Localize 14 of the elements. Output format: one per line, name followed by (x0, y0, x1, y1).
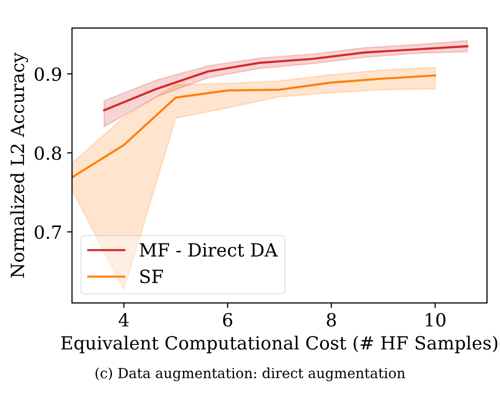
legend-label: MF - Direct DA (140, 243, 278, 257)
x-tick-label: 4 (118, 313, 129, 326)
line-series (72, 74, 436, 178)
legend-label: SF (140, 270, 163, 284)
y-tick-label: 0.8 (34, 146, 62, 160)
x-tick-label: 6 (223, 313, 232, 327)
y-tick-label: 0.9 (34, 67, 62, 81)
text: (c) Data augmentation: direct augmentation (96, 368, 406, 382)
x-tick-label: 10 (426, 313, 446, 327)
y-tick-label: 0.7 (34, 225, 61, 239)
y-axis-title: Normalized L2 Accuracy (10, 52, 28, 278)
line-series (103, 45, 468, 112)
x-axis-title: Equivalent Computational Cost (# HF Samples) (61, 336, 498, 354)
x-tick-label: 8 (326, 313, 336, 327)
